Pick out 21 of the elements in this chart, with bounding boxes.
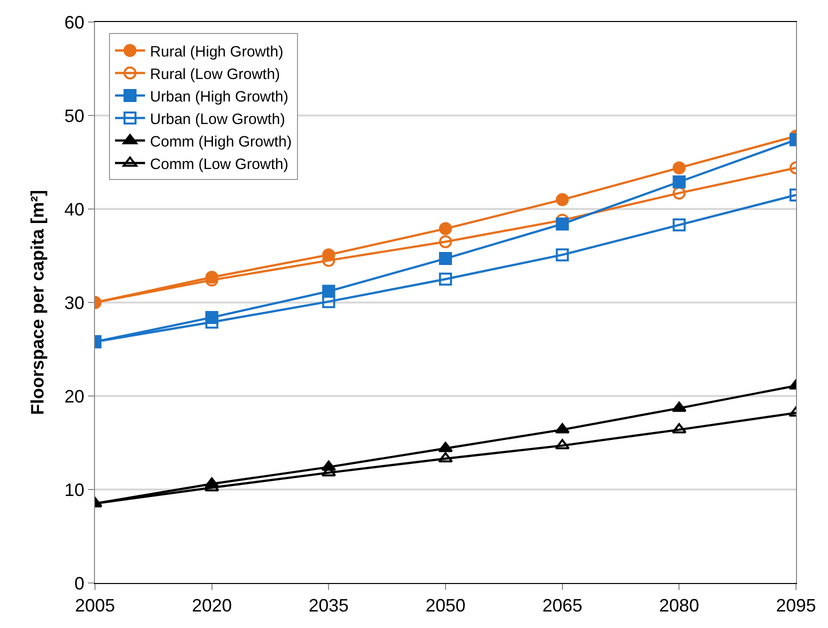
y-tick-label: 30 [64,292,84,313]
x-tick-label: 2035 [308,596,349,616]
legend-label: Urban (High Growth) [150,88,288,106]
legend-label: Urban (Low Growth) [150,110,286,128]
legend-label: Comm (High Growth) [150,133,292,150]
x-tick-label: 2080 [659,596,700,616]
y-tick-label: 20 [64,386,84,406]
x-tick-label: 2005 [74,596,116,616]
y-tick-label: 10 [64,480,84,500]
legend-label: Rural (High Growth) [150,43,284,60]
y-tick-label: 60 [64,12,84,32]
x-tick-label: 2050 [425,596,466,616]
y-tick-label: 40 [64,199,84,220]
x-tick-label: 2020 [192,596,232,616]
y-axis-title: Floorspace per capita [m²] [28,190,48,416]
legend-label: Comm (Low Growth) [150,156,288,173]
y-tick-label: 50 [64,106,84,126]
x-tick-label: 2065 [542,596,582,616]
legend-label: Rural (Low Growth) [150,66,280,83]
x-tick-label: 2095 [776,596,816,616]
y-tick-label: 0 [74,573,84,594]
